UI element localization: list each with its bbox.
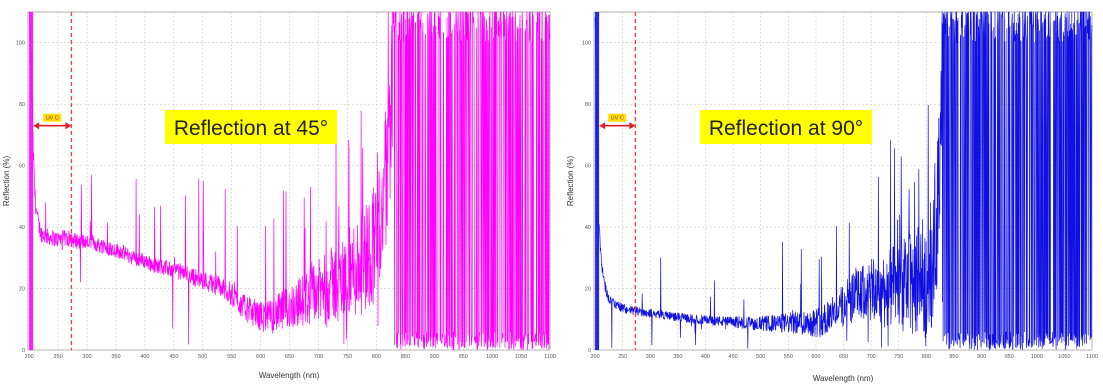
uvc-arrow-left-head	[599, 122, 606, 130]
uvc-label-box	[43, 113, 62, 122]
x-axis-label: Wavelength (nm)	[813, 374, 874, 383]
x-tick-label: 700	[867, 354, 876, 360]
x-tick-label: 250	[53, 354, 62, 360]
x-tick-label: 1000	[1031, 354, 1043, 360]
x-tick-label: 1000	[486, 354, 498, 360]
y-tick-label: 0	[22, 348, 25, 354]
x-tick-label: 850	[401, 354, 410, 360]
series-edge-spike	[595, 12, 600, 350]
chart-panel-1: 200 250 300 350 400 450 500 550 600 650 700 750 800 8…	[2, 11, 556, 380]
y-tick-label: 20	[19, 287, 25, 293]
x-tick-label: 1100	[544, 354, 556, 360]
x-axis-label: Wavelength (nm)	[259, 371, 320, 380]
x-tick-label: 600	[256, 354, 265, 360]
x-tick-label: 950	[459, 354, 468, 360]
x-tick-label: 900	[977, 354, 986, 360]
y-tick-label: 40	[585, 225, 591, 231]
annotation-text: Reflection at 45°	[174, 117, 328, 140]
uvc-label-box	[608, 113, 627, 122]
x-tick-label: 200	[591, 354, 600, 360]
y-tick-label: 100	[16, 41, 25, 47]
x-tick-label: 700	[314, 354, 323, 360]
x-tick-label: 800	[372, 354, 381, 360]
x-tick-label: 550	[227, 354, 236, 360]
x-tick-label: 850	[949, 354, 958, 360]
series-line	[29, 11, 551, 351]
y-tick-label: 80	[19, 102, 25, 108]
x-tick-label: 250	[618, 354, 627, 360]
x-tick-label: 750	[343, 354, 352, 360]
x-tick-label: 1100	[1086, 354, 1098, 360]
x-tick-label: 400	[140, 354, 149, 360]
x-tick-label: 900	[430, 354, 439, 360]
x-tick-label: 950	[1005, 354, 1014, 360]
y-tick-label: 100	[582, 41, 591, 47]
x-tick-label: 650	[285, 354, 294, 360]
x-tick-label: 500	[198, 354, 207, 360]
y-tick-label: 80	[585, 102, 591, 108]
annotation-box	[165, 110, 337, 144]
y-tick-label: 40	[19, 225, 25, 231]
x-tick-label: 650	[839, 354, 848, 360]
uvc-label: UV C	[46, 116, 59, 122]
annotation-box	[700, 110, 872, 144]
uvc-arrow-left-head	[33, 122, 40, 130]
x-tick-label: 500	[756, 354, 765, 360]
x-tick-label: 800	[922, 354, 931, 360]
uvc-arrow-right-head	[629, 122, 636, 130]
uvc-label: UV C	[611, 116, 624, 122]
y-tick-label: 0	[588, 348, 591, 354]
x-tick-label: 600	[811, 354, 820, 360]
y-tick-label: 60	[585, 164, 591, 170]
x-tick-label: 300	[646, 354, 655, 360]
x-tick-label: 400	[701, 354, 710, 360]
series-line	[594, 11, 1093, 351]
x-tick-label: 1050	[515, 354, 527, 360]
x-tick-label: 450	[729, 354, 738, 360]
y-axis-label: Reflection (%)	[566, 156, 575, 207]
annotation-text: Reflection at 90°	[709, 117, 863, 140]
y-tick-label: 60	[19, 164, 25, 170]
y-tick-label: 20	[585, 287, 591, 293]
y-axis-label: Reflection (%)	[2, 156, 11, 207]
x-tick-label: 750	[894, 354, 903, 360]
x-tick-label: 550	[784, 354, 793, 360]
uvc-arrow-right-head	[65, 122, 72, 130]
x-tick-label: 300	[82, 354, 91, 360]
x-tick-label: 200	[25, 354, 34, 360]
x-tick-label: 350	[111, 354, 120, 360]
x-tick-label: 450	[169, 354, 178, 360]
chart-panel-2: 200 250 300 350 400 450 500 550 600 650 700 750 800 8…	[566, 11, 1098, 383]
x-tick-label: 1050	[1058, 354, 1070, 360]
x-tick-label: 350	[673, 354, 682, 360]
series-edge-spike	[29, 12, 34, 350]
